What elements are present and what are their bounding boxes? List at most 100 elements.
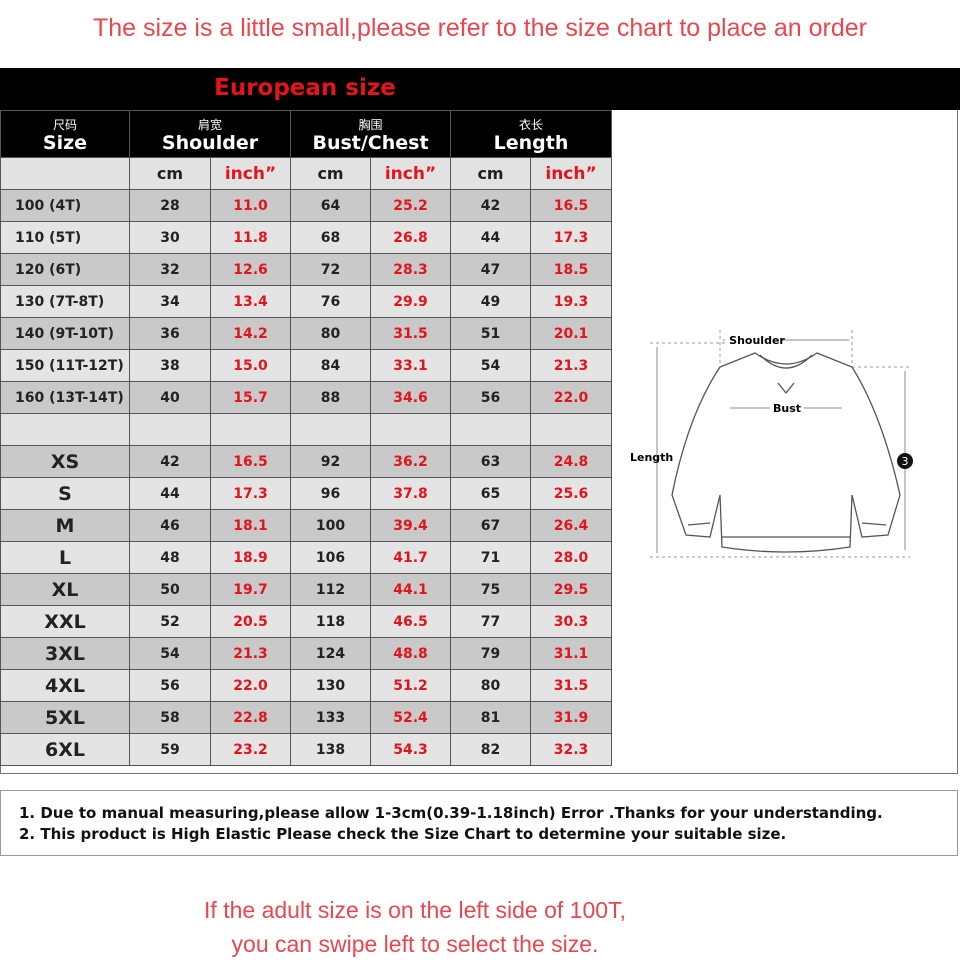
empty-cell — [0, 413, 130, 446]
cm-cell: 80 — [450, 669, 532, 702]
size-cell: 110 (5T) — [0, 221, 130, 254]
size-row: 140 (9T-10T) 36 14.2 80 31.5 51 20.1 — [0, 317, 613, 350]
cm-cell: 72 — [290, 253, 372, 286]
size-row: XXL 52 20.5 118 46.5 77 30.3 — [0, 605, 613, 638]
unit-inch: inch” — [530, 157, 613, 190]
inch-cell: 21.3 — [209, 637, 292, 670]
size-cell: 3XL — [0, 637, 130, 670]
cm-cell: 68 — [290, 221, 372, 254]
cm-cell: 112 — [290, 573, 372, 606]
size-row: 110 (5T) 30 11.8 68 26.8 44 17.3 — [0, 221, 613, 254]
notes-box: 1. Due to manual measuring,please allow … — [0, 790, 958, 856]
size-cell: M — [0, 509, 130, 542]
inch-cell: 44.1 — [370, 573, 452, 606]
table-title: European size — [214, 75, 396, 101]
inch-cell: 26.4 — [530, 509, 613, 542]
inch-cell: 36.2 — [370, 445, 452, 478]
cm-cell: 92 — [290, 445, 372, 478]
cm-cell: 50 — [129, 573, 211, 606]
inch-cell: 14.2 — [209, 317, 292, 350]
cm-cell: 100 — [290, 509, 372, 542]
cm-cell: 56 — [129, 669, 211, 702]
inch-cell: 29.5 — [530, 573, 613, 606]
size-cell: 4XL — [0, 669, 130, 702]
footer-line-1: If the adult size is on the left side of… — [204, 897, 626, 923]
inch-cell: 12.6 — [209, 253, 292, 286]
inch-cell: 28.0 — [530, 541, 613, 574]
inch-cell: 18.1 — [209, 509, 292, 542]
cm-cell: 59 — [129, 733, 211, 766]
cm-cell: 48 — [129, 541, 211, 574]
size-cell: S — [0, 477, 130, 510]
inch-cell: 28.3 — [370, 253, 452, 286]
empty-cell — [209, 413, 292, 446]
cm-cell: 56 — [450, 381, 532, 414]
inch-cell: 31.5 — [530, 669, 613, 702]
unit-cm: cm — [450, 157, 532, 190]
empty-cell — [450, 413, 532, 446]
size-cell: XL — [0, 573, 130, 606]
size-row: 5XL 58 22.8 133 52.4 81 31.9 — [0, 701, 613, 734]
inch-cell: 31.5 — [370, 317, 452, 350]
size-cell: 100 (4T) — [0, 189, 130, 222]
header-bust: 胸围 Bust/Chest — [290, 110, 452, 158]
size-row: 160 (13T-14T) 40 15.7 88 34.6 56 22.0 — [0, 381, 613, 414]
header-size: 尺码 Size — [0, 110, 130, 158]
cm-cell: 84 — [290, 349, 372, 382]
cm-cell: 42 — [450, 189, 532, 222]
inch-cell: 19.3 — [530, 285, 613, 318]
cm-cell: 106 — [290, 541, 372, 574]
cm-cell: 124 — [290, 637, 372, 670]
cm-cell: 32 — [129, 253, 211, 286]
inch-cell: 54.3 — [370, 733, 452, 766]
inch-cell: 25.2 — [370, 189, 452, 222]
cm-cell: 133 — [290, 701, 372, 734]
footer-text: If the adult size is on the left side of… — [120, 893, 710, 961]
size-cell: 120 (6T) — [0, 253, 130, 286]
size-cell: XS — [0, 445, 130, 478]
inch-cell: 20.5 — [209, 605, 292, 638]
cm-cell: 130 — [290, 669, 372, 702]
cm-cell: 36 — [129, 317, 211, 350]
sweater-diagram: Shoulder Bust Length 3 — [630, 330, 913, 558]
cm-cell: 118 — [290, 605, 372, 638]
inch-cell: 31.9 — [530, 701, 613, 734]
cm-cell: 52 — [129, 605, 211, 638]
inch-cell: 48.8 — [370, 637, 452, 670]
inch-cell: 41.7 — [370, 541, 452, 574]
sleeve-marker-icon — [897, 453, 913, 469]
inch-cell: 29.9 — [370, 285, 452, 318]
inch-cell: 32.3 — [530, 733, 613, 766]
cm-cell: 46 — [129, 509, 211, 542]
inch-cell: 13.4 — [209, 285, 292, 318]
inch-cell: 15.0 — [209, 349, 292, 382]
cm-cell: 80 — [290, 317, 372, 350]
cm-cell: 54 — [450, 349, 532, 382]
size-cell: L — [0, 541, 130, 574]
size-row: 130 (7T-8T) 34 13.4 76 29.9 49 19.3 — [0, 285, 613, 318]
note-1: 1. Due to manual measuring,please allow … — [19, 804, 883, 822]
banner-text: The size is a little small,please refer … — [93, 14, 867, 42]
inch-cell: 19.7 — [209, 573, 292, 606]
cm-cell: 79 — [450, 637, 532, 670]
empty-cell — [290, 413, 372, 446]
shoulder-label: Shoulder — [729, 334, 785, 347]
inch-cell: 52.4 — [370, 701, 452, 734]
cm-cell: 81 — [450, 701, 532, 734]
cm-cell: 71 — [450, 541, 532, 574]
cm-cell: 65 — [450, 477, 532, 510]
cm-cell: 38 — [129, 349, 211, 382]
empty-cell — [370, 413, 452, 446]
inch-cell: 25.6 — [530, 477, 613, 510]
inch-cell: 37.8 — [370, 477, 452, 510]
cm-cell: 76 — [290, 285, 372, 318]
cm-cell: 64 — [290, 189, 372, 222]
cm-cell: 44 — [129, 477, 211, 510]
spacer-row — [0, 413, 613, 446]
inch-cell: 22.0 — [209, 669, 292, 702]
cm-cell: 67 — [450, 509, 532, 542]
table-title-bar: European size — [0, 68, 960, 110]
cm-cell: 138 — [290, 733, 372, 766]
cm-cell: 63 — [450, 445, 532, 478]
unit-inch: inch” — [209, 157, 292, 190]
